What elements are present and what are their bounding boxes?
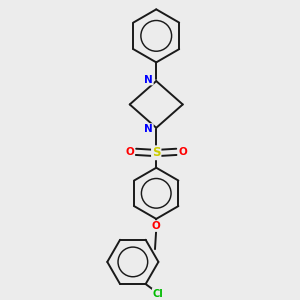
Text: N: N bbox=[144, 124, 153, 134]
Text: O: O bbox=[152, 221, 161, 231]
Text: S: S bbox=[152, 146, 160, 159]
Text: Cl: Cl bbox=[153, 289, 164, 299]
Text: O: O bbox=[178, 147, 187, 157]
Text: N: N bbox=[144, 74, 153, 85]
Text: O: O bbox=[125, 147, 134, 157]
